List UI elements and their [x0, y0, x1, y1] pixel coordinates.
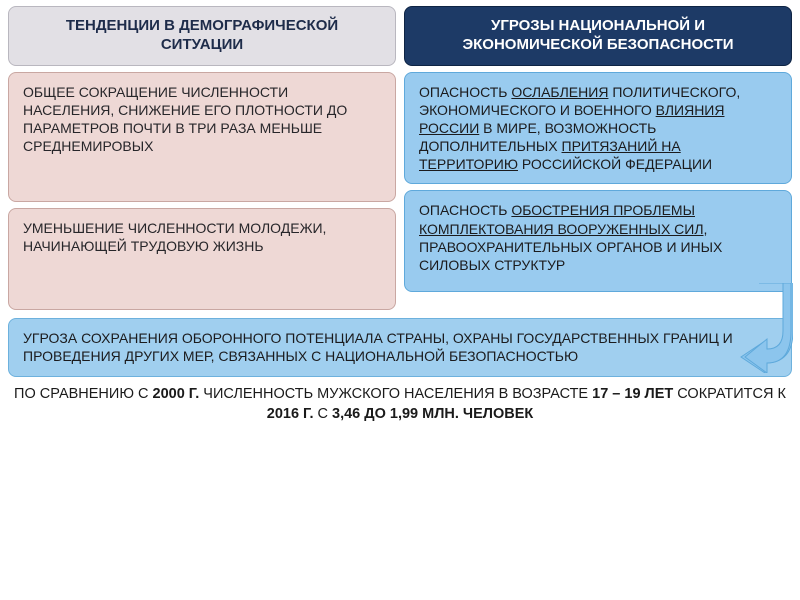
right-card-1: ОПАСНОСТЬ ОСЛАБЛЕНИЯ ПОЛИТИЧЕСКОГО, ЭКОН… — [404, 72, 792, 185]
header-right: УГРОЗЫ НАЦИОНАЛЬНОЙ И ЭКОНОМИЧЕСКОЙ БЕЗО… — [404, 6, 792, 66]
f-p1: ПО СРАВНЕНИЮ С — [14, 386, 152, 402]
r1-u1: ОСЛАБЛЕНИЯ — [511, 84, 608, 100]
r2-mid: ПРАВООХРАНИТЕЛЬНЫХ ОРГАНОВ И ИНЫХ СИЛОВЫ… — [419, 239, 722, 273]
f-b4: 3,46 ДО 1,99 МЛН. ЧЕЛОВЕК — [332, 406, 533, 422]
f-p3: СОКРАТИТСЯ К — [673, 386, 786, 402]
right-column: ОПАСНОСТЬ ОСЛАБЛЕНИЯ ПОЛИТИЧЕСКОГО, ЭКОН… — [404, 72, 792, 310]
r1-post: РОССИЙСКОЙ ФЕДЕРАЦИИ — [518, 156, 712, 172]
f-p4: С — [313, 406, 332, 422]
left-card-2-text: УМЕНЬШЕНИЕ ЧИСЛЕННОСТИ МОЛОДЕЖИ, НАЧИНАЮ… — [23, 220, 326, 254]
merge-arrow-icon — [739, 283, 793, 373]
wide-text: УГРОЗА СОХРАНЕНИЯ ОБОРОННОГО ПОТЕНЦИАЛА … — [23, 330, 733, 365]
left-card-1: ОБЩЕЕ СОКРАЩЕНИЕ ЧИСЛЕННОСТИ НАСЕЛЕНИЯ, … — [8, 72, 396, 202]
r2-pre: ОПАСНОСТЬ — [419, 202, 511, 218]
left-card-2: УМЕНЬШЕНИЕ ЧИСЛЕННОСТИ МОЛОДЕЖИ, НАЧИНАЮ… — [8, 208, 396, 310]
left-column: ОБЩЕЕ СОКРАЩЕНИЕ ЧИСЛЕННОСТИ НАСЕЛЕНИЯ, … — [8, 72, 396, 310]
f-b2: 17 – 19 ЛЕТ — [592, 386, 673, 402]
header-right-text: УГРОЗЫ НАЦИОНАЛЬНОЙ И ЭКОНОМИЧЕСКОЙ БЕЗО… — [419, 17, 777, 55]
f-b3: 2016 Г. — [267, 406, 314, 422]
left-card-1-text: ОБЩЕЕ СОКРАЩЕНИЕ ЧИСЛЕННОСТИ НАСЕЛЕНИЯ, … — [23, 84, 347, 155]
wide-conclusion: УГРОЗА СОХРАНЕНИЯ ОБОРОННОГО ПОТЕНЦИАЛА … — [8, 318, 792, 378]
f-p2: ЧИСЛЕННОСТЬ МУЖСКОГО НАСЕЛЕНИЯ В ВОЗРАСТ… — [199, 386, 592, 402]
header-left: ТЕНДЕНЦИИ В ДЕМОГРАФИЧЕСКОЙ СИТУАЦИИ — [8, 6, 396, 66]
columns-row: ОБЩЕЕ СОКРАЩЕНИЕ ЧИСЛЕННОСТИ НАСЕЛЕНИЯ, … — [0, 70, 800, 312]
header-left-text: ТЕНДЕНЦИИ В ДЕМОГРАФИЧЕСКОЙ СИТУАЦИИ — [23, 17, 381, 55]
right-card-2: ОПАСНОСТЬ ОБОСТРЕНИЯ ПРОБЛЕМЫ КОМПЛЕКТОВ… — [404, 190, 792, 292]
f-b1: 2000 Г. — [153, 386, 200, 402]
footer-statistic: ПО СРАВНЕНИЮ С 2000 Г. ЧИСЛЕННОСТЬ МУЖСК… — [0, 379, 800, 424]
r1-pre: ОПАСНОСТЬ — [419, 84, 511, 100]
header-row: ТЕНДЕНЦИИ В ДЕМОГРАФИЧЕСКОЙ СИТУАЦИИ УГР… — [0, 0, 800, 70]
